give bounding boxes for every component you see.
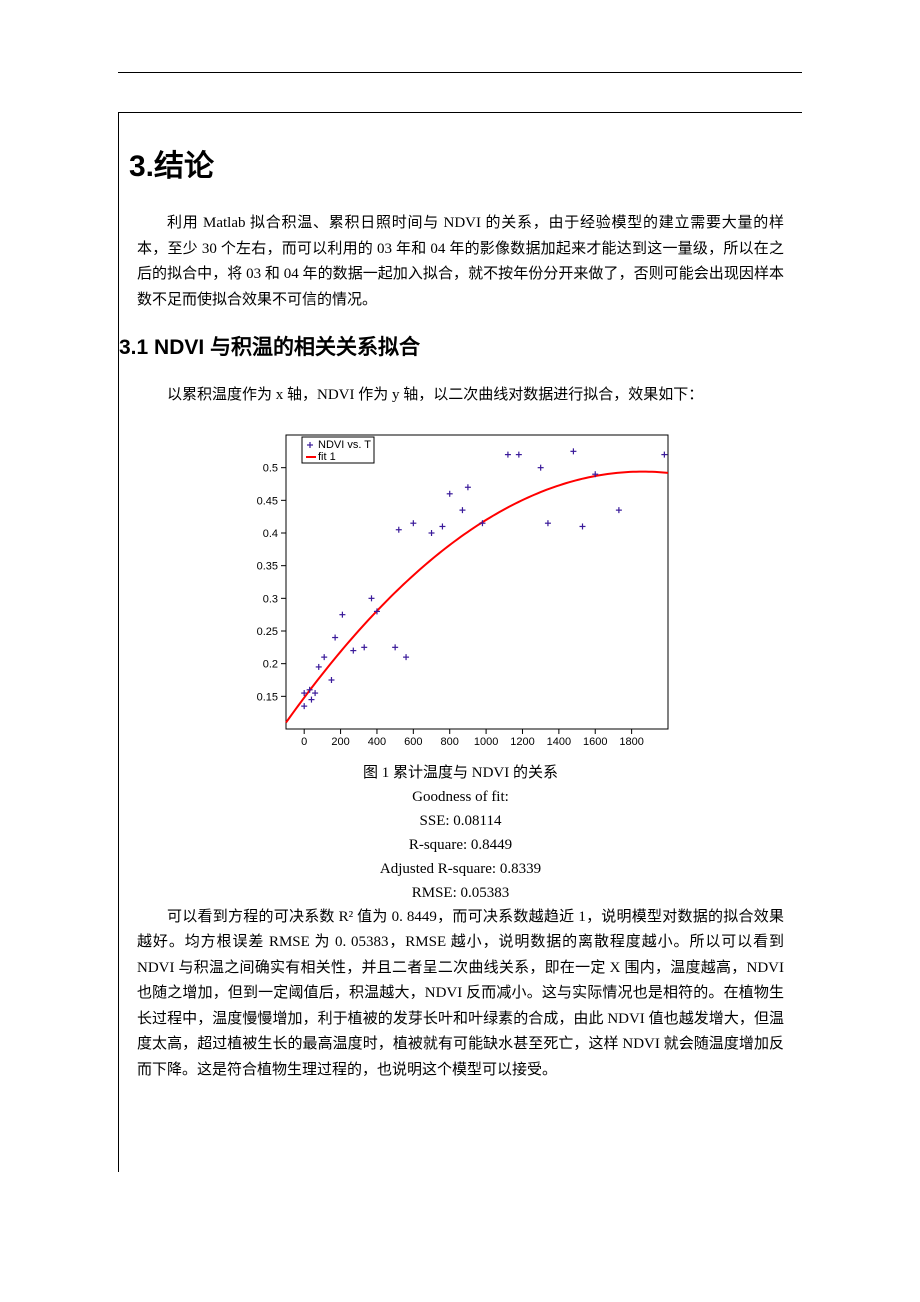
svg-text:0.3: 0.3 [262,593,277,605]
subsection-heading-ndvi-temp: 3.1 NDVI 与积温的相关关系拟合 [119,331,802,361]
svg-text:fit 1: fit 1 [318,451,336,463]
section-heading-conclusion: 3.结论 [129,141,802,185]
svg-text:1600: 1600 [582,736,606,748]
figure-1-chart: 0 200 400 600 800 1000 1200 1400 1600 1800 0.15 0.2… [137,427,784,757]
svg-text:800: 800 [440,736,458,748]
svg-text:1200: 1200 [510,736,534,748]
page-header-rule [118,72,802,73]
svg-text:0.25: 0.25 [256,626,277,638]
svg-text:0.15: 0.15 [256,691,277,703]
svg-text:0.45: 0.45 [256,495,277,507]
figure-caption-block: 图 1 累计温度与 NDVI 的关系 Goodness of fit: SSE:… [119,761,802,905]
lead-paragraph: 以累积温度作为 x 轴，NDVI 作为 y 轴，以二次曲线对数据进行拟合，效果如… [137,383,784,409]
gof-title: Goodness of fit: [119,785,802,809]
figure-caption: 图 1 累计温度与 NDVI 的关系 [119,761,802,785]
svg-text:0.5: 0.5 [262,462,277,474]
svg-text:0: 0 [301,736,307,748]
gof-sse: SSE: 0.08114 [119,809,802,833]
svg-text:1400: 1400 [546,736,570,748]
svg-text:1800: 1800 [619,736,643,748]
analysis-paragraph: 可以看到方程的可决系数 R² 值为 0. 8449，而可决系数越趋近 1，说明模… [137,905,784,1084]
gof-rmse: RMSE: 0.05383 [119,881,802,905]
svg-text:NDVI vs. T: NDVI vs. T [318,439,371,451]
svg-text:600: 600 [404,736,422,748]
gof-adj-r2: Adjusted R-square: 0.8339 [119,857,802,881]
svg-text:0.35: 0.35 [256,560,277,572]
svg-text:1000: 1000 [473,736,497,748]
svg-text:0.4: 0.4 [262,528,277,540]
intro-paragraph: 利用 Matlab 拟合积温、累积日照时间与 NDVI 的关系，由于经验模型的建… [137,211,784,313]
scatter-fit-chart: 0 200 400 600 800 1000 1200 1400 1600 1800 0.15 0.2… [246,427,676,757]
svg-text:400: 400 [367,736,385,748]
gof-r2: R-square: 0.8449 [119,833,802,857]
page-content-frame: 3.结论 利用 Matlab 拟合积温、累积日照时间与 NDVI 的关系，由于经… [118,112,802,1172]
svg-text:200: 200 [331,736,349,748]
svg-text:0.2: 0.2 [262,658,277,670]
